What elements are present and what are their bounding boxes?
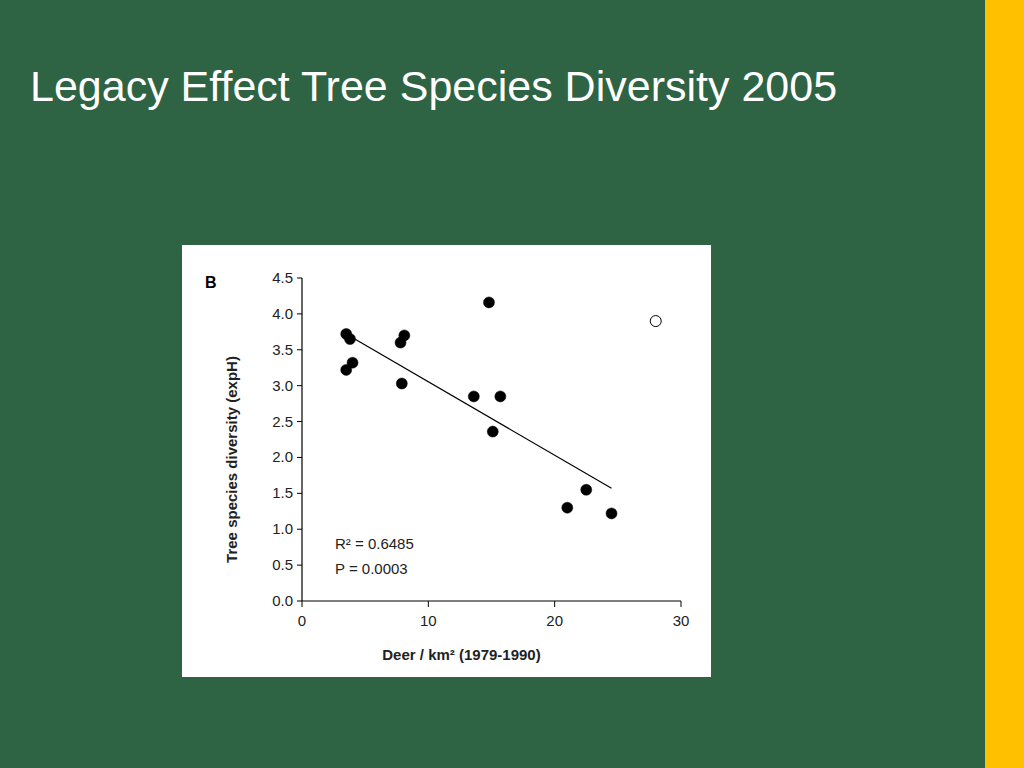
y-tick-label: 0.5 (272, 556, 293, 573)
trend-line (346, 334, 611, 488)
point (581, 484, 592, 495)
y-tick (297, 278, 302, 279)
x-tick-label: 30 (673, 612, 690, 629)
y-tick (297, 565, 302, 566)
y-tick (297, 349, 302, 350)
y-tick (297, 313, 302, 314)
x-axis-label: Deer / km² (1979-1990) (382, 646, 540, 663)
panel-label: B (205, 274, 217, 291)
accent-bar (985, 0, 1024, 768)
point (487, 426, 498, 437)
annotation: R² = 0.6485 (335, 535, 414, 552)
x-tick-label: 20 (546, 612, 563, 629)
plot-marks (341, 297, 662, 519)
y-tick (297, 385, 302, 386)
annotation: P = 0.0003 (335, 560, 408, 577)
y-tick (297, 601, 302, 602)
x-tick (428, 601, 429, 607)
point (345, 334, 356, 345)
x-axis (302, 600, 681, 601)
background (0, 0, 1024, 768)
y-axis (301, 278, 302, 601)
point (483, 297, 494, 308)
y-tick (297, 457, 302, 458)
point (347, 357, 358, 368)
point (468, 391, 479, 402)
y-tick-label: 2.5 (272, 413, 293, 430)
y-tick (297, 493, 302, 494)
point (650, 316, 661, 327)
point (495, 391, 506, 402)
point (399, 330, 410, 341)
slide: Legacy Effect Tree Species Diversity 200… (0, 0, 1024, 768)
x-tick-label: 0 (298, 612, 306, 629)
x-tick (681, 601, 682, 607)
y-tick (297, 421, 302, 422)
point (562, 502, 573, 513)
x-tick-label: 10 (420, 612, 437, 629)
title: Legacy Effect Tree Species Diversity 200… (30, 62, 837, 110)
y-tick-label: 2.0 (272, 448, 293, 465)
point (606, 508, 617, 519)
y-tick-label: 4.5 (272, 269, 293, 286)
y-tick-label: 0.0 (272, 592, 293, 609)
y-tick-label: 3.5 (272, 341, 293, 358)
y-tick-label: 1.0 (272, 520, 293, 537)
y-tick-label: 3.0 (272, 377, 293, 394)
point (396, 378, 407, 389)
x-tick (554, 601, 555, 607)
x-tick (302, 601, 303, 607)
y-tick (297, 529, 302, 530)
y-tick-label: 1.5 (272, 484, 293, 501)
chart-panel (182, 245, 711, 677)
y-axis-label: Tree species diversity (expH) (223, 356, 240, 563)
y-tick-label: 4.0 (272, 305, 293, 322)
